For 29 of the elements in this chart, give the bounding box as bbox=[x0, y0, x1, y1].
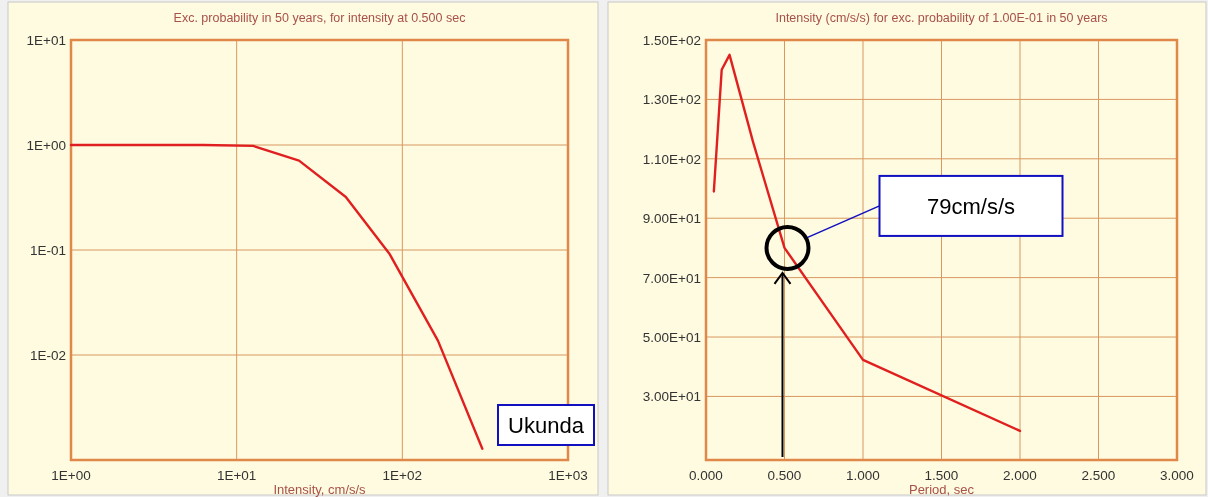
annotation: 79cm/s/s bbox=[926, 193, 1016, 219]
y-tick-label: 1E+00 bbox=[26, 138, 66, 153]
y-tick-label: 9.00E+01 bbox=[642, 211, 701, 227]
x-tick-label: 1.000 bbox=[846, 468, 880, 483]
y-tick-label: 1.30E+02 bbox=[642, 92, 701, 108]
annotation: Ukunda bbox=[508, 413, 585, 438]
y-tick-label: 5.00E+01 bbox=[642, 330, 701, 346]
y-tick-label: 1E+01 bbox=[26, 33, 66, 48]
y-tick-label: 1E-01 bbox=[29, 243, 66, 258]
x-tick-label: 1E+03 bbox=[548, 468, 588, 483]
x-tick-label: 1E+00 bbox=[51, 468, 91, 483]
x-tick-label: 2.500 bbox=[1081, 468, 1116, 483]
x-tick-label: 0.500 bbox=[767, 468, 802, 483]
y-tick-label: 1E-02 bbox=[29, 348, 66, 363]
y-tick-label: 3.00E+01 bbox=[642, 389, 701, 405]
line-series bbox=[712, 53, 1022, 433]
x-tick-label: 1E+02 bbox=[382, 468, 423, 483]
y-tick-label: 1.10E+02 bbox=[642, 151, 701, 167]
y-tick-label: 7.00E+01 bbox=[642, 270, 701, 286]
y-tick-label: 1.50E+02 bbox=[642, 33, 701, 48]
x-tick-label: 1E+01 bbox=[216, 468, 257, 483]
x-tick-label: 3.000 bbox=[1160, 468, 1194, 483]
x-axis-title: Period, sec bbox=[908, 482, 975, 497]
chart-title: Intensity (cm/s/s) for exc. probability of 1.00E-01 in 50 years bbox=[775, 11, 1108, 25]
x-axis-title: Intensity, cm/s/s bbox=[273, 482, 367, 497]
x-tick-label: 2.000 bbox=[1003, 468, 1037, 483]
x-tick-label: 0.000 bbox=[689, 468, 723, 483]
chart-title: Exc. probability in 50 years, for intensity at 0.500 sec bbox=[173, 11, 466, 25]
x-tick-label: 1.500 bbox=[924, 468, 959, 483]
